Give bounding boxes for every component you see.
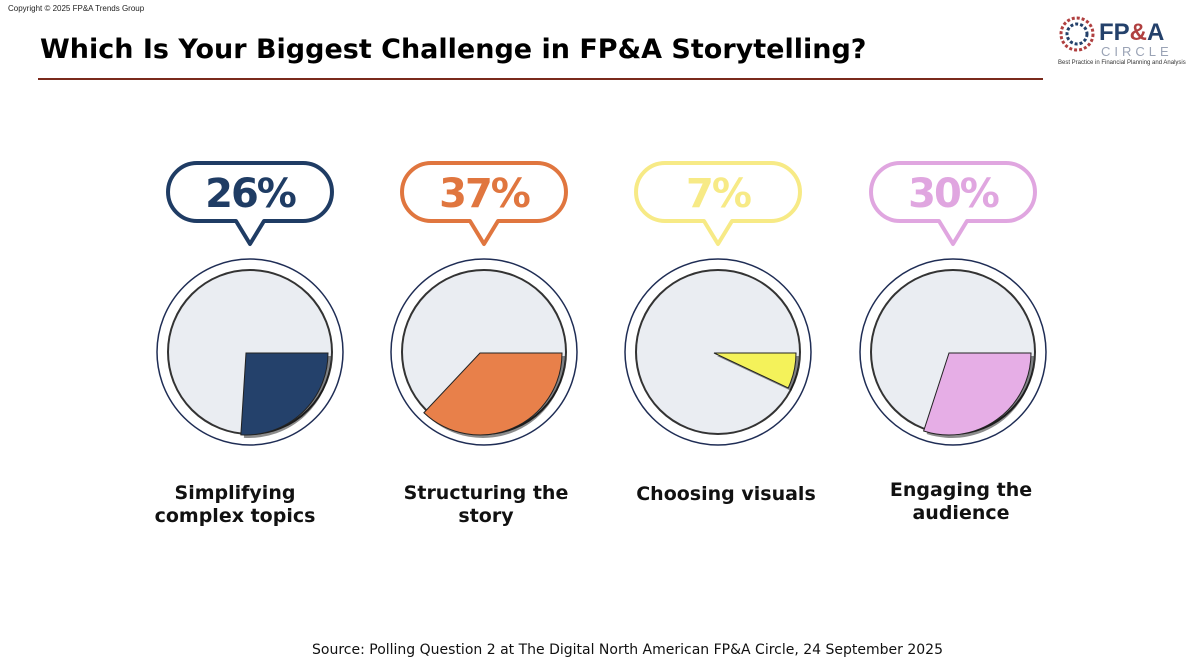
pie-slice xyxy=(240,352,329,436)
pie-group: 26% xyxy=(156,161,344,446)
category-label: Simplifying complex topics xyxy=(154,482,316,527)
pie-group: 37% xyxy=(390,161,578,446)
pie-background xyxy=(635,269,801,435)
category-label: Choosing visuals xyxy=(636,483,816,505)
pie-slice xyxy=(923,352,1032,436)
svg-text:CIRCLE: CIRCLE xyxy=(1101,44,1173,59)
speech-bubble xyxy=(634,161,802,246)
pie-slice xyxy=(423,352,563,436)
page-title: Which Is Your Biggest Challenge in FP&A … xyxy=(40,34,867,65)
source-note: Source: Polling Question 2 at The Digita… xyxy=(312,642,943,658)
pie-group: 30% xyxy=(859,161,1047,446)
pie-slice xyxy=(713,352,797,389)
speech-bubble xyxy=(400,161,568,246)
pie-group: 7% xyxy=(624,161,812,446)
logo-tagline: Best Practice in Financial Planning and … xyxy=(1058,60,1186,66)
value-label: 37% xyxy=(439,171,530,217)
speech-bubble xyxy=(869,161,1037,246)
category-label: Structuring the story xyxy=(403,482,569,527)
logo-dots-icon xyxy=(1059,16,1095,52)
value-label: 30% xyxy=(908,171,999,217)
fpa-circle-logo: FP&A CIRCLE xyxy=(1059,16,1173,59)
speech-bubble xyxy=(166,161,334,246)
title-divider xyxy=(38,78,1043,80)
value-label: 26% xyxy=(205,171,296,217)
svg-text:FP&A: FP&A xyxy=(1099,19,1164,46)
category-label: Engaging the audience xyxy=(889,479,1033,524)
copyright: Copyright © 2025 FP&A Trends Group xyxy=(8,4,145,13)
value-label: 7% xyxy=(686,171,751,217)
